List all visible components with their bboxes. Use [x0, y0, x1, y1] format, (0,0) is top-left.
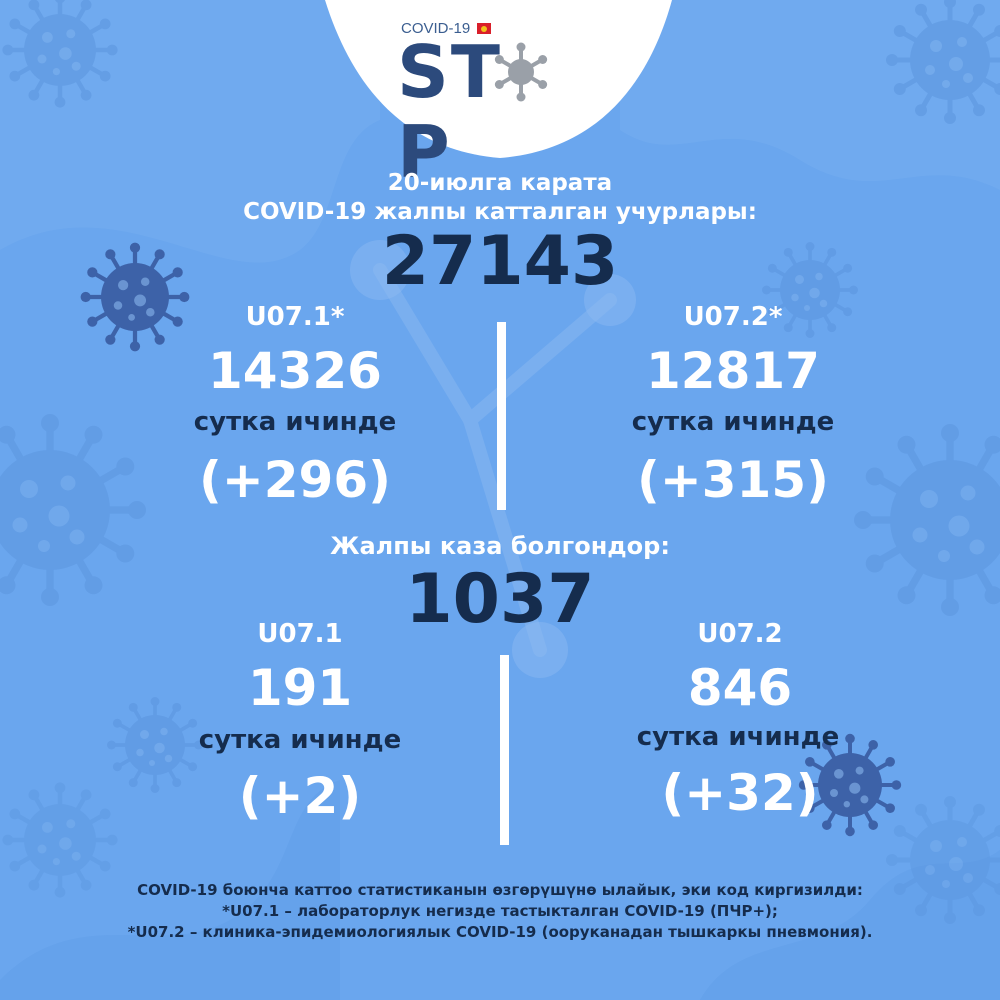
- stop-word-left: ST: [397, 30, 502, 114]
- covid-stop-logo: COVID-19 STP: [395, 12, 605, 192]
- deaths-u072-delta: (+32): [661, 764, 819, 822]
- cases-u072-code: U07.2*: [683, 302, 783, 332]
- cases-u071-value: 14326: [208, 342, 382, 400]
- cases-u071-period: сутка ичинде: [193, 407, 397, 437]
- stop-word-right: P: [397, 110, 452, 194]
- deaths-u072-period: сутка ичинде: [636, 722, 840, 752]
- deaths-title: Жалпы каза болгондор:: [330, 532, 670, 560]
- flag-icon: [477, 23, 491, 34]
- total-cases-title: COVID-19 жалпы катталган учурлары:: [243, 199, 757, 225]
- cases-u072-value: 12817: [646, 342, 820, 400]
- cases-u071-code: U07.1*: [245, 302, 345, 332]
- cases-u072-delta: (+315): [637, 451, 829, 509]
- date-line: 20-июлга карата: [387, 170, 613, 196]
- footnote-line: *U07.1 – лабораторлук негизде тастыкталг…: [222, 902, 778, 920]
- footnote: COVID-19 боюнча каттоо статистиканын өзг…: [0, 880, 1000, 943]
- deaths-u071-value: 191: [247, 659, 353, 717]
- cases-u071-delta: (+296): [199, 451, 391, 509]
- footnote-line: *U07.2 – клиника-эпидемиологиялык COVID-…: [127, 923, 873, 941]
- deaths-u072-code: U07.2: [697, 619, 783, 649]
- deaths-u072-value: 846: [687, 659, 793, 717]
- divider: [500, 655, 509, 845]
- cases-u072-period: сутка ичинде: [631, 407, 835, 437]
- divider: [497, 322, 506, 510]
- deaths-total-value: 1037: [405, 560, 595, 639]
- total-cases-value: 27143: [381, 222, 619, 301]
- deaths-u071-code: U07.1: [257, 619, 343, 649]
- covid-label: COVID-19: [401, 20, 471, 37]
- stop-word: STP: [397, 32, 605, 192]
- deaths-u071-delta: (+2): [238, 767, 362, 825]
- deaths-u071-period: сутка ичинде: [198, 725, 402, 755]
- virus-icon: [494, 42, 548, 102]
- footnote-line: COVID-19 боюнча каттоо статистиканын өзг…: [137, 881, 863, 899]
